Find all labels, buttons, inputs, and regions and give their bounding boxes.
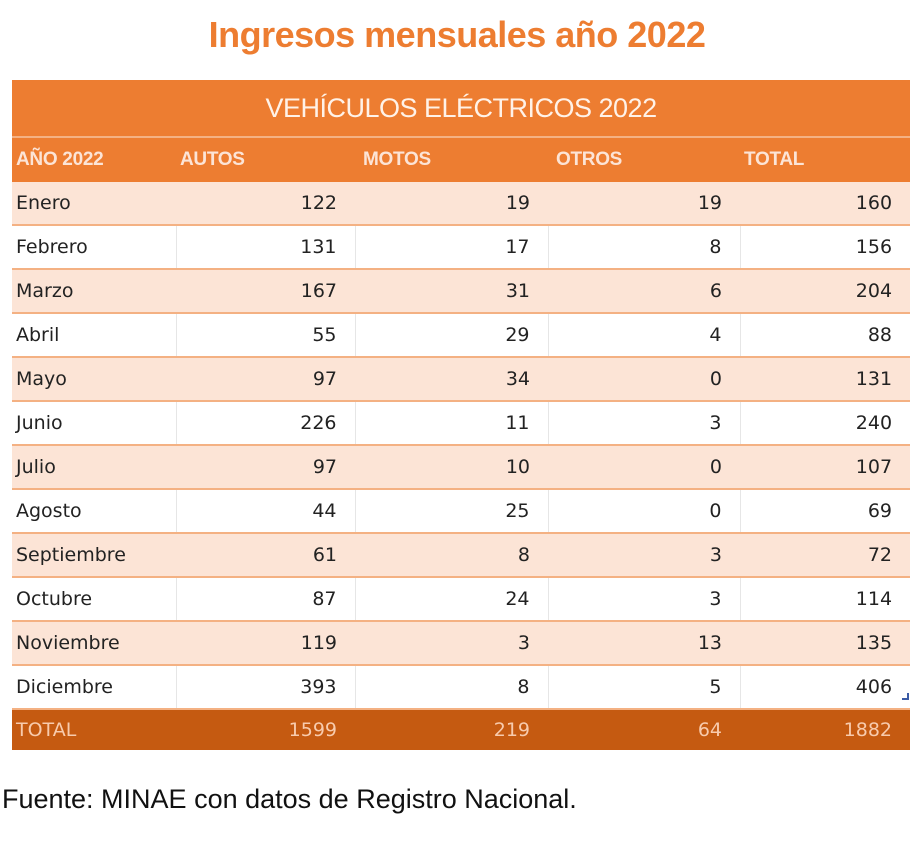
cell-otros: 5 <box>547 665 740 710</box>
table-resize-handle-icon <box>902 693 909 700</box>
cell-autos: 393 <box>175 665 355 710</box>
cell-month: Septiembre <box>12 533 176 578</box>
column-header-otros: OTROS <box>548 137 740 182</box>
cell-otros: 4 <box>547 313 740 358</box>
cell-motos: 29 <box>354 313 548 358</box>
table-row: Mayo 97 34 0 131 <box>12 357 911 402</box>
table-row: Enero 122 19 19 160 <box>12 182 911 226</box>
table-row: Abril 55 29 4 88 <box>12 313 911 358</box>
table-row: Febrero 131 17 8 156 <box>12 225 911 270</box>
cell-month: Diciembre <box>12 665 176 710</box>
cell-total: 69 <box>739 489 911 534</box>
cell-total: 156 <box>739 225 911 270</box>
table-header-row: AÑO 2022 AUTOS MOTOS OTROS TOTAL <box>12 137 911 182</box>
cell-motos: 17 <box>354 225 548 270</box>
cell-month: Noviembre <box>12 621 176 666</box>
cell-autos: 97 <box>176 445 355 490</box>
total-otros: 64 <box>548 709 740 750</box>
total-total: 1882 <box>740 709 911 750</box>
cell-total: 135 <box>740 621 911 666</box>
cell-motos: 3 <box>355 621 548 666</box>
cell-motos: 11 <box>354 401 548 446</box>
cell-motos: 34 <box>355 357 548 402</box>
cell-autos: 44 <box>175 489 355 534</box>
cell-otros: 6 <box>548 269 740 314</box>
cell-motos: 10 <box>355 445 548 490</box>
column-header-autos: AUTOS <box>176 137 355 182</box>
cell-motos: 8 <box>354 665 548 710</box>
table-row: Octubre 87 24 3 114 <box>12 577 911 622</box>
vehicle-table-container: VEHÍCULOS ELÉCTRICOS 2022 AÑO 2022 AUTOS… <box>12 80 911 750</box>
table-row: Noviembre 119 3 13 135 <box>12 621 911 666</box>
column-header-total: TOTAL <box>740 137 911 182</box>
total-row: TOTAL 1599 219 64 1882 <box>12 709 911 750</box>
cell-autos: 122 <box>176 182 355 226</box>
cell-total: 131 <box>740 357 911 402</box>
table-row: Julio 97 10 0 107 <box>12 445 911 490</box>
total-autos: 1599 <box>176 709 355 750</box>
table-row: Marzo 167 31 6 204 <box>12 269 911 314</box>
cell-motos: 8 <box>355 533 548 578</box>
cell-autos: 87 <box>175 577 355 622</box>
table-row: Agosto 44 25 0 69 <box>12 489 911 534</box>
cell-motos: 19 <box>355 182 548 226</box>
cell-otros: 3 <box>547 401 740 446</box>
cell-total: 204 <box>740 269 911 314</box>
cell-autos: 61 <box>176 533 355 578</box>
cell-otros: 19 <box>548 182 740 226</box>
cell-month: Abril <box>12 313 176 358</box>
cell-autos: 131 <box>175 225 355 270</box>
cell-total: 406 <box>739 665 911 710</box>
cell-otros: 13 <box>548 621 740 666</box>
cell-month: Febrero <box>12 225 176 270</box>
cell-autos: 226 <box>175 401 355 446</box>
total-motos: 219 <box>355 709 548 750</box>
cell-month: Junio <box>12 401 176 446</box>
table-row: Septiembre 61 8 3 72 <box>12 533 911 578</box>
table-row: Diciembre 393 8 5 406 <box>12 665 911 710</box>
cell-otros: 3 <box>547 577 740 622</box>
cell-month: Julio <box>12 445 176 490</box>
cell-autos: 55 <box>175 313 355 358</box>
cell-month: Agosto <box>12 489 176 534</box>
table-band-title: VEHÍCULOS ELÉCTRICOS 2022 <box>12 80 911 138</box>
cell-otros: 3 <box>548 533 740 578</box>
cell-autos: 119 <box>176 621 355 666</box>
cell-total: 240 <box>739 401 911 446</box>
page-title: Ingresos mensuales año 2022 <box>208 14 706 55</box>
cell-motos: 31 <box>355 269 548 314</box>
table-row: Junio 226 11 3 240 <box>12 401 911 446</box>
cell-total: 88 <box>739 313 911 358</box>
cell-total: 72 <box>740 533 911 578</box>
column-header-motos: MOTOS <box>355 137 548 182</box>
cell-motos: 24 <box>354 577 548 622</box>
cell-autos: 97 <box>176 357 355 402</box>
source-note: Fuente: MINAE con datos de Registro Naci… <box>2 784 577 814</box>
cell-month: Mayo <box>12 357 176 402</box>
cell-otros: 0 <box>548 357 740 402</box>
cell-otros: 8 <box>547 225 740 270</box>
cell-autos: 167 <box>176 269 355 314</box>
cell-month: Marzo <box>12 269 176 314</box>
table-body: Enero 122 19 19 160 Febrero 131 17 8 156 Marzo 167 3… <box>12 182 911 710</box>
cell-month: Octubre <box>12 577 176 622</box>
cell-total: 160 <box>740 182 911 226</box>
total-label: TOTAL <box>12 709 176 750</box>
cell-total: 114 <box>739 577 911 622</box>
cell-month: Enero <box>12 182 176 226</box>
table-band-row: VEHÍCULOS ELÉCTRICOS 2022 <box>12 80 911 138</box>
cell-total: 107 <box>740 445 911 490</box>
electric-vehicles-table: VEHÍCULOS ELÉCTRICOS 2022 AÑO 2022 AUTOS… <box>12 80 911 750</box>
cell-otros: 0 <box>548 445 740 490</box>
cell-otros: 0 <box>547 489 740 534</box>
column-header-year: AÑO 2022 <box>12 137 176 182</box>
cell-motos: 25 <box>354 489 548 534</box>
